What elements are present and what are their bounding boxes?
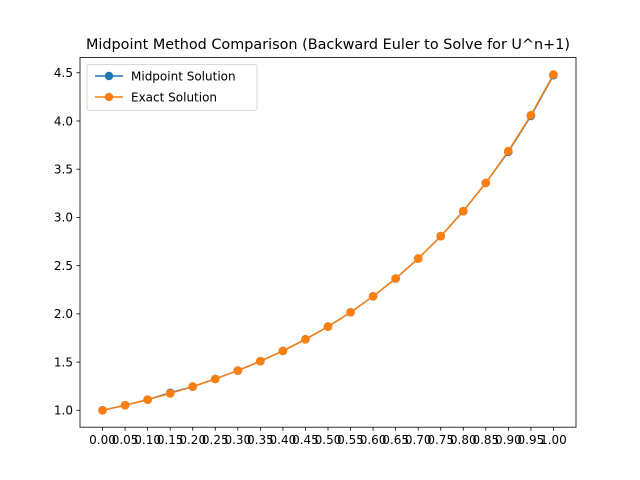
x-tick-label: 0.40	[270, 433, 297, 447]
data-point	[98, 406, 107, 415]
legend-label-exact: Exact Solution	[131, 91, 217, 105]
data-point	[323, 322, 333, 331]
y-axis: 1.0 1.5 2.0 2.5 3.0 3.5 4.0 4.5	[54, 66, 80, 418]
data-point	[120, 400, 130, 410]
data-point	[526, 110, 536, 120]
y-tick-label: 4.5	[54, 66, 73, 80]
y-tick-label: 1.5	[54, 355, 73, 369]
data-point	[391, 274, 400, 283]
data-point	[436, 231, 446, 241]
data-point	[458, 206, 468, 216]
data-point	[143, 395, 152, 404]
legend-marker-icon	[104, 92, 114, 102]
x-tick-label: 0.70	[405, 433, 432, 447]
y-tick-label: 3.5	[54, 162, 73, 176]
x-tick-label: 0.15	[157, 433, 184, 447]
legend-label-midpoint: Midpoint Solution	[131, 70, 236, 84]
y-tick-label: 4.0	[54, 114, 73, 128]
data-point	[256, 356, 265, 366]
legend-item-midpoint: Midpoint Solution	[95, 70, 236, 84]
data-point	[413, 254, 423, 263]
data-point	[504, 146, 513, 156]
data-point	[549, 70, 558, 79]
x-tick-label: 0.95	[518, 433, 545, 447]
legend: Midpoint Solution Exact Solution	[86, 64, 258, 111]
data-point	[188, 382, 198, 391]
y-tick-label: 1.0	[54, 404, 73, 418]
x-axis: 0.000.050.100.150.200.250.300.350.400.45…	[89, 427, 567, 447]
data-point	[233, 366, 243, 375]
x-tick-label: 0.75	[427, 433, 454, 447]
x-tick-label: 0.80	[450, 433, 477, 447]
x-tick-label: 0.85	[472, 433, 499, 447]
x-tick-label: 0.30	[224, 433, 251, 447]
data-point	[278, 346, 288, 356]
x-tick-label: 0.50	[315, 433, 342, 447]
data-point	[165, 389, 175, 398]
x-tick-label: 0.55	[337, 433, 364, 447]
x-tick-label: 0.35	[247, 433, 274, 447]
x-tick-label: 0.00	[89, 433, 116, 447]
chart-title: Midpoint Method Comparison (Backward Eul…	[86, 37, 570, 53]
x-tick-label: 0.10	[134, 433, 161, 447]
legend-marker-icon	[104, 71, 114, 81]
legend-box	[86, 64, 258, 111]
data-point	[301, 335, 310, 344]
x-tick-label: 0.20	[179, 433, 206, 447]
x-tick-label: 1.00	[540, 433, 567, 447]
y-tick-label: 2.5	[54, 259, 73, 273]
legend-item-exact: Exact Solution	[95, 91, 217, 105]
x-tick-label: 0.05	[112, 433, 139, 447]
x-tick-label: 0.65	[382, 433, 409, 447]
x-tick-label: 0.25	[202, 433, 229, 447]
series-layer	[98, 70, 558, 415]
x-tick-label: 0.90	[495, 433, 522, 447]
data-point	[346, 308, 355, 317]
data-point	[481, 178, 491, 188]
x-tick-label: 0.60	[360, 433, 387, 447]
x-tick-label: 0.45	[292, 433, 319, 447]
y-tick-label: 2.0	[54, 307, 73, 321]
y-tick-label: 3.0	[54, 211, 73, 225]
series-exact	[98, 70, 558, 415]
plot-area	[79, 57, 577, 428]
data-point	[368, 292, 378, 301]
data-point	[210, 374, 220, 384]
